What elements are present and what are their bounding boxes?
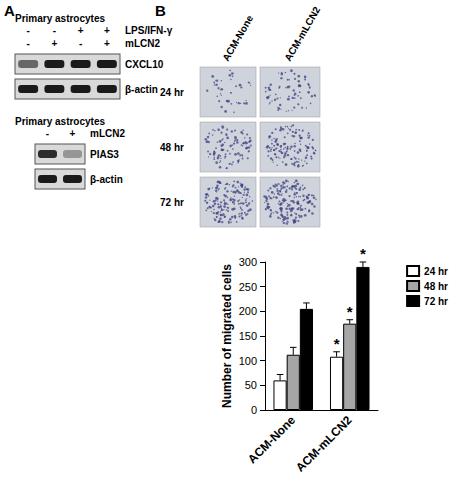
- svg-text:+: +: [104, 25, 110, 36]
- svg-text:ACM-None: ACM-None: [245, 413, 298, 466]
- svg-text:-: -: [79, 38, 82, 49]
- svg-text:PIAS3: PIAS3: [90, 149, 119, 160]
- svg-text:100: 100: [239, 355, 257, 367]
- svg-text:+: +: [104, 38, 110, 49]
- svg-text:24 hr: 24 hr: [160, 87, 184, 98]
- svg-text:β-actin: β-actin: [125, 84, 158, 95]
- svg-text:200: 200: [239, 305, 257, 317]
- svg-text:ACM-None: ACM-None: [220, 13, 255, 63]
- svg-text:300: 300: [239, 256, 257, 268]
- svg-text:72 hr: 72 hr: [424, 296, 448, 307]
- svg-text:72 hr: 72 hr: [160, 197, 184, 208]
- svg-text:48 hr: 48 hr: [160, 142, 184, 153]
- svg-text:mLCN2: mLCN2: [125, 38, 160, 49]
- svg-text:CXCL10: CXCL10: [125, 59, 164, 70]
- svg-text:LPS/IFN-γ: LPS/IFN-γ: [125, 25, 173, 36]
- svg-text:Number of migrated cells: Number of migrated cells: [220, 264, 234, 408]
- svg-text:+: +: [78, 25, 84, 36]
- svg-text:β-actin: β-actin: [90, 174, 123, 185]
- svg-text:Primary astrocytes: Primary astrocytes: [15, 116, 105, 127]
- svg-text:-: -: [46, 128, 49, 139]
- svg-text:-: -: [26, 38, 29, 49]
- svg-text:24 hr: 24 hr: [424, 266, 448, 277]
- svg-text:250: 250: [239, 281, 257, 293]
- svg-text:-: -: [53, 25, 56, 36]
- svg-text:B: B: [155, 2, 166, 19]
- svg-text:-: -: [26, 25, 29, 36]
- svg-text:50: 50: [245, 379, 257, 391]
- svg-text:*: *: [360, 248, 366, 262]
- svg-text:*: *: [334, 335, 340, 352]
- svg-text:+: +: [51, 38, 57, 49]
- svg-text:+: +: [70, 128, 76, 139]
- svg-text:Primary astrocytes: Primary astrocytes: [15, 13, 105, 24]
- svg-text:ACM-mLCN2: ACM-mLCN2: [293, 413, 355, 475]
- svg-text:A: A: [4, 2, 15, 19]
- svg-text:150: 150: [239, 330, 257, 342]
- svg-text:mLCN2: mLCN2: [90, 128, 125, 139]
- svg-text:ACM-mLCN2: ACM-mLCN2: [282, 4, 322, 63]
- svg-text:*: *: [347, 303, 353, 320]
- svg-text:48 hr: 48 hr: [424, 281, 448, 292]
- svg-text:0: 0: [251, 404, 257, 416]
